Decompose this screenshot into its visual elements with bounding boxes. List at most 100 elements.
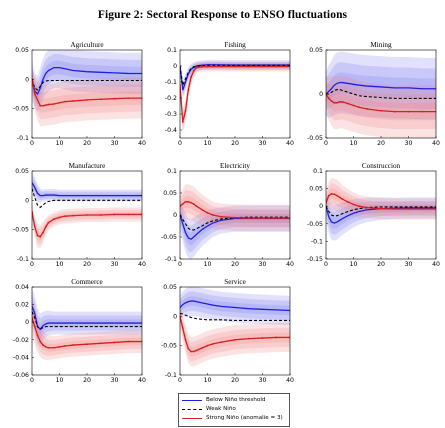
point-strong-manufacture-2 bbox=[36, 234, 39, 237]
xtick-label-construccion-2: 20 bbox=[377, 261, 385, 268]
point-strong-mining-3 bbox=[333, 101, 336, 104]
xtick-label-electricity-3: 30 bbox=[259, 261, 267, 268]
band-strong-fishing-2 bbox=[180, 65, 290, 127]
plot-area-agriculture bbox=[32, 50, 142, 127]
panel-title-service: Service bbox=[224, 278, 246, 286]
line-strong-fishing bbox=[180, 65, 290, 123]
point-strong-service-14 bbox=[275, 336, 278, 339]
point-strong-service-2 bbox=[184, 338, 187, 341]
xtick-label-manufacture-3: 30 bbox=[111, 261, 119, 268]
xtick-label-electricity-2: 20 bbox=[231, 261, 239, 268]
ytick-label-commerce-3: 0 bbox=[25, 319, 29, 326]
point-strong-service-10 bbox=[220, 341, 223, 344]
xtick-label-service-2: 20 bbox=[231, 377, 239, 384]
xtick-label-fishing-3: 30 bbox=[259, 140, 267, 147]
xtick-label-fishing-1: 10 bbox=[204, 140, 212, 147]
point-strong-electricity-3 bbox=[187, 200, 190, 203]
ytick-label-agriculture-2: 0 bbox=[25, 76, 29, 83]
point-strong-manufacture-12 bbox=[99, 214, 102, 216]
point-strong-electricity-2 bbox=[184, 200, 187, 203]
point-strong-electricity-13 bbox=[261, 217, 264, 219]
point-strong-service-4 bbox=[190, 350, 192, 353]
panel-title-commerce: Commerce bbox=[71, 278, 103, 286]
point-strong-manufacture-5 bbox=[44, 225, 47, 228]
ytick-label-mining-0: -0.05 bbox=[307, 135, 323, 142]
point-strong-electricity-4 bbox=[190, 201, 192, 204]
xtick-label-electricity-4: 40 bbox=[286, 261, 294, 268]
point-strong-manufacture-13 bbox=[113, 213, 116, 216]
point-strong-manufacture-7 bbox=[53, 218, 55, 221]
plot-area-electricity bbox=[180, 184, 290, 259]
legend: Below Niño threshold Weak Niño Strong Ni… bbox=[178, 393, 290, 427]
ytick-label-mining-2: 0.05 bbox=[309, 47, 323, 54]
panel-manufacture: 0 10 20 30 40 -0.1 -0.05 0 0.05 Manufacture bbox=[13, 162, 146, 268]
xtick-label-electricity-0: 0 bbox=[178, 261, 182, 268]
xtick-label-agriculture-2: 20 bbox=[83, 140, 91, 147]
band-below-manufacture-1 bbox=[32, 174, 142, 201]
point-strong-agriculture-4 bbox=[42, 104, 44, 107]
ytick-label-agriculture-0: -0.1 bbox=[17, 135, 29, 142]
point-strong-fishing-13 bbox=[261, 65, 264, 68]
plot-area-construccion bbox=[326, 178, 436, 241]
band-strong-construccion-2 bbox=[326, 188, 436, 213]
point-strong-mining-10 bbox=[366, 108, 369, 110]
point-strong-construccion-13 bbox=[407, 208, 410, 210]
xtick-label-agriculture-1: 10 bbox=[56, 140, 64, 147]
band-strong-service-1 bbox=[180, 308, 290, 362]
point-strong-electricity-8 bbox=[206, 211, 209, 214]
point-strong-electricity-14 bbox=[275, 217, 278, 219]
panel-title-fishing: Fishing bbox=[224, 41, 246, 49]
band-below-service-1 bbox=[180, 291, 290, 321]
point-strong-manufacture-11 bbox=[86, 214, 88, 216]
line-weak-agriculture bbox=[32, 79, 142, 91]
band-below-mining-1 bbox=[326, 62, 436, 110]
ytick-label-commerce-0: -0.06 bbox=[13, 372, 29, 379]
ytick-label-electricity-3: 0.05 bbox=[163, 190, 177, 197]
point-strong-mining-9 bbox=[358, 106, 360, 109]
band-strong-electricity-0 bbox=[180, 184, 290, 232]
point-strong-commerce-2 bbox=[36, 334, 39, 337]
ytick-label-construccion-3: 0 bbox=[319, 203, 323, 210]
point-strong-commerce-1 bbox=[33, 325, 36, 328]
band-below-commerce-0 bbox=[32, 288, 142, 346]
xtick-label-commerce-3: 30 bbox=[111, 377, 119, 384]
band-below-manufacture-0 bbox=[32, 171, 142, 203]
point-strong-agriculture-6 bbox=[47, 103, 50, 106]
point-strong-mining-1 bbox=[327, 97, 330, 100]
plot-area-fishing bbox=[180, 58, 290, 135]
band-below-agriculture-1 bbox=[32, 54, 142, 106]
point-strong-manufacture-9 bbox=[64, 215, 66, 218]
xtick-label-commerce-1: 10 bbox=[56, 377, 64, 384]
panel-electricity: 0 10 20 30 40 -0.1 -0.05 0 0.05 0.1 Electricity bbox=[161, 162, 294, 268]
point-strong-fishing-2 bbox=[184, 109, 187, 112]
band-below-commerce-1 bbox=[32, 294, 142, 340]
point-strong-agriculture-2 bbox=[36, 98, 39, 101]
ytick-label-electricity-1: -0.05 bbox=[161, 234, 177, 241]
ytick-label-construccion-1: -0.1 bbox=[311, 238, 323, 245]
point-strong-fishing-5 bbox=[192, 69, 195, 72]
point-strong-mining-13 bbox=[407, 110, 410, 113]
ytick-label-agriculture-1: -0.05 bbox=[13, 106, 29, 113]
point-strong-manufacture-3 bbox=[39, 235, 42, 238]
point-strong-commerce-5 bbox=[44, 345, 47, 348]
legend-label-below: Below Niño threshold bbox=[206, 397, 266, 403]
ytick-label-commerce-5: 0.04 bbox=[15, 284, 29, 291]
xtick-label-fishing-2: 20 bbox=[231, 140, 239, 147]
xtick-label-construccion-3: 30 bbox=[405, 261, 413, 268]
point-strong-construccion-11 bbox=[380, 207, 382, 210]
ytick-label-manufacture-1: -0.05 bbox=[13, 227, 29, 234]
point-strong-commerce-13 bbox=[113, 341, 116, 344]
xtick-label-agriculture-3: 30 bbox=[111, 140, 119, 147]
point-strong-commerce-9 bbox=[64, 345, 66, 347]
point-strong-fishing-7 bbox=[201, 65, 203, 68]
point-strong-manufacture-4 bbox=[42, 231, 44, 234]
line-strong-agriculture bbox=[32, 79, 142, 107]
xtick-label-mining-2: 20 bbox=[377, 140, 385, 147]
ytick-label-construccion-2: -0.05 bbox=[307, 221, 323, 228]
xtick-label-construccion-0: 0 bbox=[324, 261, 328, 268]
xtick-label-manufacture-4: 40 bbox=[138, 261, 146, 268]
point-strong-agriculture-7 bbox=[53, 103, 55, 105]
point-strong-mining-2 bbox=[330, 100, 333, 102]
point-strong-service-1 bbox=[181, 327, 184, 329]
ytick-label-construccion-5: 0.1 bbox=[313, 168, 323, 175]
